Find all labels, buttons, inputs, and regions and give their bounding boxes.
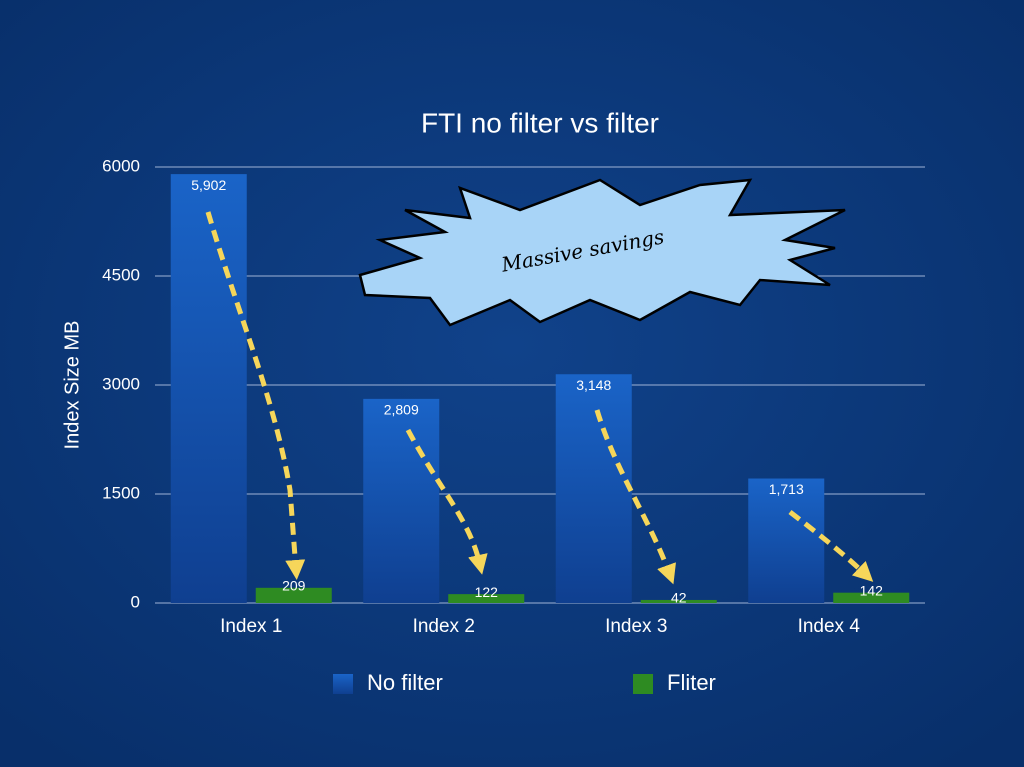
starburst: [358, 178, 846, 327]
y-tick-label: 1500: [102, 483, 140, 502]
x-tick-label: Index 4: [798, 616, 861, 637]
arrow: [594, 409, 676, 585]
legend-swatch: [333, 674, 353, 694]
data-label: 3,148: [576, 377, 611, 393]
legend-label: No filter: [367, 670, 443, 695]
bar: [255, 587, 332, 603]
legend-label: Fliter: [667, 670, 716, 695]
bar: [833, 592, 910, 603]
bar: [363, 398, 440, 603]
data-label: 142: [860, 582, 884, 598]
plot: 0 1500 3000 4500 6000 Index 1 5,902 209 Index 2 2…: [102, 156, 925, 695]
arrow: [405, 428, 488, 575]
data-label: 1,713: [769, 481, 804, 497]
data-label: 2,809: [384, 402, 419, 418]
bar: [555, 374, 632, 603]
y-axis-label: Index Size MB: [61, 321, 83, 450]
data-label: 42: [671, 590, 687, 606]
bar: [748, 478, 825, 603]
data-label: 122: [475, 584, 499, 600]
bar: [448, 594, 525, 603]
legend-swatch: [633, 674, 653, 694]
y-tick-label: 6000: [102, 156, 140, 175]
y-tick-label: 3000: [102, 374, 140, 393]
chart-title: FTI no filter vs filter: [421, 107, 659, 138]
x-tick-label: Index 2: [413, 616, 475, 637]
bar: [640, 599, 717, 603]
arrows: [205, 211, 874, 585]
bar: [170, 174, 247, 603]
arrow: [788, 510, 874, 582]
arrow: [205, 211, 306, 580]
y-tick-label: 4500: [102, 265, 140, 284]
x-tick-label: Index 3: [605, 616, 667, 637]
data-label: 209: [282, 578, 306, 594]
data-label: 5,902: [191, 177, 226, 193]
x-tick-label: Index 1: [220, 616, 282, 637]
y-tick-label: 0: [131, 592, 140, 611]
